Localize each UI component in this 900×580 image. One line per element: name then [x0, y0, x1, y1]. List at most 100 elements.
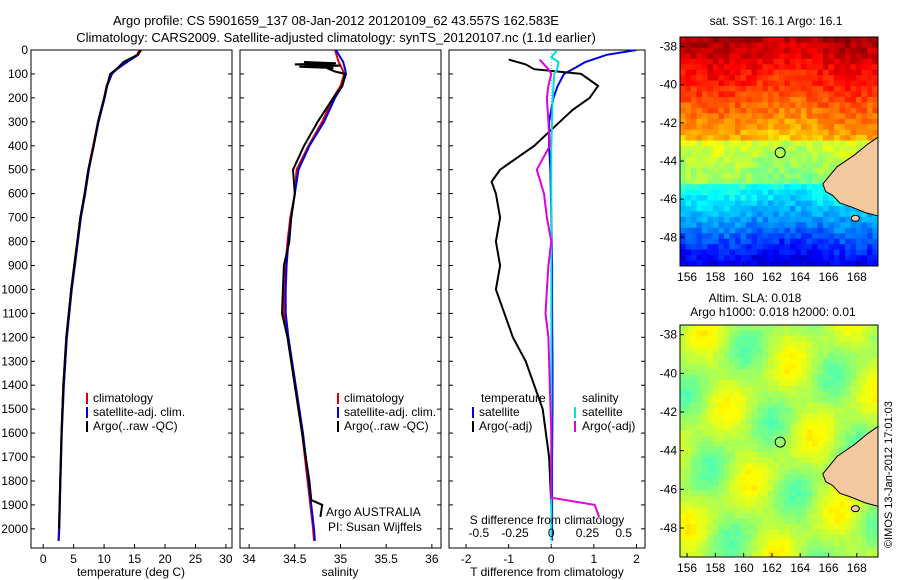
map-cell: [680, 435, 687, 442]
map-cell: [839, 380, 846, 387]
map-cell: [834, 75, 841, 82]
map-cell: [729, 546, 736, 553]
map-cell: [751, 162, 758, 169]
map-cell: [817, 463, 824, 470]
map-cell: [702, 107, 709, 114]
map-cell: [685, 162, 692, 169]
legend-label-satellite: satellite-adj. clim.: [344, 405, 436, 419]
map-cell: [801, 233, 808, 240]
map-cell: [757, 396, 764, 403]
map-cell: [867, 424, 874, 431]
map-cell: [680, 369, 687, 376]
map-cell: [861, 102, 868, 109]
map-cell: [751, 380, 758, 387]
map-cell: [713, 546, 720, 553]
map-cell: [724, 216, 731, 223]
map-cell: [784, 58, 791, 65]
map-cell: [795, 75, 802, 82]
map-cell: [762, 430, 769, 437]
lon-tick-label: 166: [818, 561, 838, 575]
map-cell: [751, 151, 758, 158]
map-cell: [746, 507, 753, 514]
map-cell: [867, 407, 874, 414]
map-cell: [795, 118, 802, 125]
map-cell: [718, 518, 725, 525]
map-cell: [680, 501, 687, 508]
map-cell: [729, 222, 736, 229]
map-cell: [801, 255, 808, 262]
map-cell: [718, 468, 725, 475]
map-cell: [823, 490, 830, 497]
map-cell: [735, 206, 742, 213]
map-cell: [740, 107, 747, 114]
map-cell: [856, 512, 863, 519]
map-cell: [795, 129, 802, 136]
map-cell: [850, 255, 857, 262]
map-cell: [751, 402, 758, 409]
map-cell: [751, 238, 758, 245]
map-cell: [746, 227, 753, 234]
map-cell: [823, 167, 830, 174]
map-cell: [696, 391, 703, 398]
map-cell: [691, 496, 698, 503]
map-cell: [817, 216, 824, 223]
map-cell: [817, 255, 824, 262]
map-cell: [724, 507, 731, 514]
salinity-legend: climatology satellite-adj. clim. Argo(..…: [326, 391, 436, 534]
map-cell: [790, 227, 797, 234]
map-cell: [861, 551, 868, 557]
map-cell: [845, 374, 852, 381]
map-cell: [850, 238, 857, 245]
map-cell: [729, 129, 736, 136]
map-cell: [867, 418, 874, 425]
map-cell: [801, 211, 808, 218]
map-cell: [784, 162, 791, 169]
map-cell: [806, 64, 813, 71]
map-cell: [790, 37, 797, 44]
map-cell: [867, 113, 874, 120]
map-cell: [795, 413, 802, 420]
map-cell: [773, 189, 780, 196]
map-cell: [718, 325, 725, 332]
x-tick-label: 20: [158, 552, 172, 566]
map-cell: [762, 512, 769, 519]
map-cell: [834, 407, 841, 414]
map-cell: [740, 233, 747, 240]
map-cell: [828, 80, 835, 87]
map-cell: [856, 211, 863, 218]
map-cell: [680, 446, 687, 453]
map-cell: [768, 58, 775, 65]
x-tick-label: 0: [40, 552, 47, 566]
map-cell: [795, 463, 802, 470]
map-cell: [850, 380, 857, 387]
map-cell: [773, 380, 780, 387]
map-cell: [685, 189, 692, 196]
map-cell: [691, 58, 698, 65]
map-cell: [779, 352, 786, 359]
map-cell: [740, 496, 747, 503]
map-cell: [735, 518, 742, 525]
map-cell: [828, 396, 835, 403]
map-cell: [806, 200, 813, 207]
map-cell: [817, 325, 824, 332]
map-cell: [872, 238, 878, 245]
map-cell: [768, 490, 775, 497]
map-cell: [702, 206, 709, 213]
lat-tick-label: -46: [660, 192, 678, 206]
map-cell: [817, 485, 824, 492]
map-cell: [817, 195, 824, 202]
map-cell: [817, 129, 824, 136]
map-cell: [713, 435, 720, 442]
map-cell: [773, 216, 780, 223]
map-cell: [718, 178, 725, 185]
map-cell: [861, 501, 868, 508]
map-cell: [845, 380, 852, 387]
map-cell: [735, 69, 742, 76]
map-cell: [724, 75, 731, 82]
map-cell: [834, 216, 841, 223]
lon-tick-label: 168: [847, 270, 867, 284]
map-cell: [850, 113, 857, 120]
map-cell: [773, 474, 780, 481]
lat-tick-label: -48: [660, 521, 678, 535]
map-cell: [729, 80, 736, 87]
